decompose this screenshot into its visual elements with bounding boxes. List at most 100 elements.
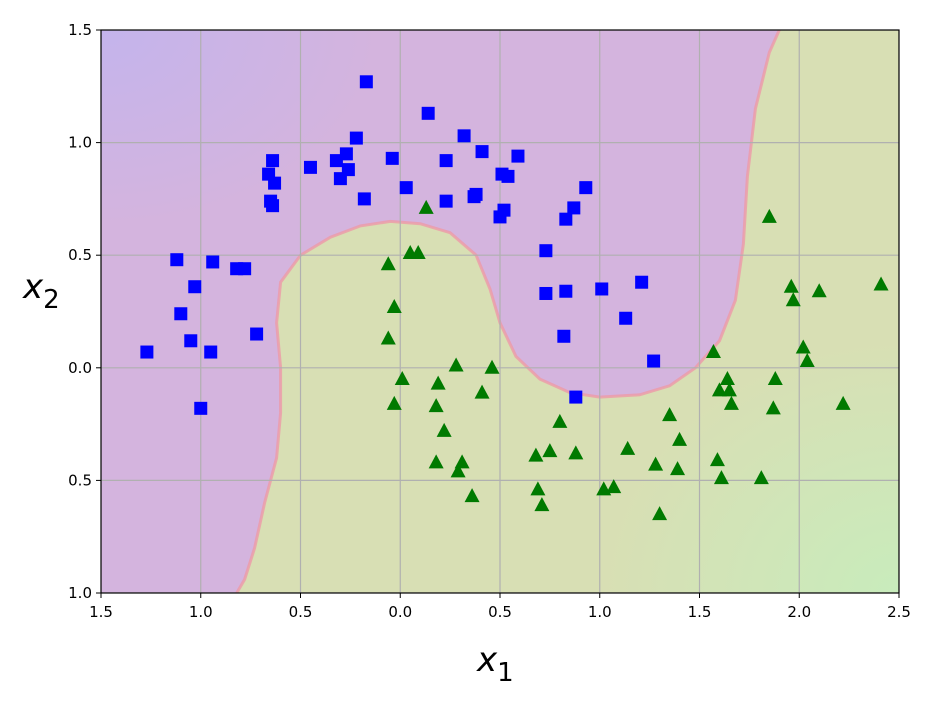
class1-triangle-point-43	[783, 278, 799, 293]
class1-triangle-point-8	[428, 454, 444, 469]
class0-square-point-32	[475, 145, 489, 159]
class0-square-point-19	[339, 147, 353, 161]
markers	[140, 75, 889, 521]
x-axis-label: x1	[476, 640, 514, 688]
y-tick-label-0: 1.0	[68, 584, 92, 602]
x-tick-label-0: 1.5	[89, 603, 113, 621]
class1-triangle-point-44	[785, 292, 801, 307]
class1-triangle-point-37	[721, 382, 737, 397]
class1-triangle-point-32	[705, 344, 721, 359]
class1-triangle-point-12	[448, 357, 464, 372]
class1-triangle-point-25	[606, 479, 622, 494]
class1-triangle-point-2	[386, 298, 402, 313]
decision-boundary	[235, 30, 781, 593]
class1-triangle-point-45	[795, 339, 811, 354]
class0-square-point-45	[579, 181, 593, 195]
class0-square-point-40	[557, 329, 571, 343]
class1-triangle-point-48	[835, 395, 851, 410]
class0-square-point-29	[457, 129, 471, 143]
class1-triangle-point-27	[648, 456, 664, 471]
class0-square-point-0	[140, 345, 154, 359]
class1-triangle-point-39	[753, 470, 769, 485]
class0-square-point-6	[204, 345, 218, 359]
x-tick-label-5: 1.0	[588, 603, 612, 621]
y-tick-label-4: 1.0	[68, 134, 92, 152]
y-ticks: 1.0 0.5 0.0 0.5 1.0 1.5	[68, 21, 101, 602]
class1-region	[236, 30, 899, 593]
class0-square-point-37	[511, 149, 525, 163]
class0-square-point-38	[539, 244, 553, 258]
class0-square-point-49	[647, 354, 661, 368]
class0-square-point-21	[349, 131, 363, 145]
class1-triangle-point-36	[719, 371, 735, 386]
class0-square-point-47	[619, 311, 633, 325]
class0-square-point-48	[635, 275, 649, 289]
class0-square-point-7	[206, 255, 220, 269]
class0-square-point-28	[439, 154, 453, 168]
x-tick-label-4: 0.5	[488, 603, 512, 621]
class0-square-point-20	[341, 163, 355, 177]
class1-triangle-point-35	[713, 470, 729, 485]
class1-triangle-point-46	[799, 353, 815, 368]
y-axis-label-subscript: 2	[43, 285, 60, 315]
class1-triangle-point-41	[765, 400, 781, 415]
class0-square-point-14	[266, 154, 280, 168]
y-tick-label-5: 1.5	[68, 21, 92, 39]
class0-square-point-44	[569, 390, 583, 404]
class0-square-point-31	[469, 187, 483, 201]
class1-triangle-point-49	[873, 276, 889, 291]
class1-triangle-point-47	[811, 283, 827, 298]
x-tick-label-6: 1.5	[688, 603, 712, 621]
class0-square-point-36	[501, 169, 515, 183]
y-tick-label-3: 0.5	[68, 246, 92, 264]
y-tick-label-1: 0.5	[68, 471, 92, 489]
class0-square-point-43	[567, 201, 581, 215]
class0-square-point-35	[497, 203, 511, 217]
class0-square-point-41	[559, 212, 573, 226]
class0-square-point-24	[385, 151, 399, 165]
class1-triangle-point-10	[430, 375, 446, 390]
class0-square-point-2	[174, 307, 188, 321]
class1-triangle-point-9	[428, 398, 444, 413]
class1-triangle-point-20	[534, 497, 550, 512]
class1-triangle-point-6	[410, 244, 426, 259]
class1-triangle-point-34	[711, 382, 727, 397]
class0-square-point-39	[539, 286, 553, 300]
class0-square-point-9	[238, 262, 252, 276]
class1-triangle-point-13	[450, 463, 466, 478]
x-tick-label-8: 2.5	[887, 603, 911, 621]
y-axis-label: x2	[22, 267, 60, 315]
class0-square-point-42	[559, 284, 573, 298]
class0-square-point-26	[421, 106, 435, 120]
class0-square-point-4	[188, 280, 202, 294]
x-tick-label-2: 0.5	[289, 603, 313, 621]
class0-square-point-17	[329, 154, 343, 168]
class1-triangle-point-18	[528, 447, 544, 462]
x-tick-label-3: 0.0	[388, 603, 412, 621]
x-tick-label-1: 1.0	[189, 603, 213, 621]
x-ticks: 1.5 1.0 0.5 0.0 0.5 1.0 1.5 2.0 2.5	[89, 593, 911, 621]
class0-square-point-22	[357, 192, 371, 206]
class0-square-point-10	[250, 327, 264, 341]
class1-triangle-point-3	[386, 395, 402, 410]
class1-triangle-point-31	[672, 431, 688, 446]
class0-square-point-15	[268, 176, 282, 190]
x-tick-label-7: 2.0	[787, 603, 811, 621]
x-axis-label-subscript: 1	[497, 658, 514, 688]
class0-square-point-23	[359, 75, 373, 89]
class1-triangle-point-11	[436, 422, 452, 437]
class0-square-point-3	[184, 334, 198, 348]
class1-triangle-point-42	[767, 371, 783, 386]
class1-triangle-point-28	[652, 506, 668, 521]
class1-triangle-point-16	[474, 384, 490, 399]
plot-area	[101, 30, 899, 593]
class1-triangle-point-22	[552, 413, 568, 428]
class0-square-point-27	[439, 194, 453, 208]
class1-triangle-point-19	[530, 481, 546, 496]
class0-square-point-13	[266, 199, 280, 213]
class1-triangle-point-17	[484, 359, 500, 374]
class1-triangle-point-1	[380, 256, 396, 271]
class0-square-point-5	[194, 401, 208, 415]
class0-square-point-1	[170, 253, 184, 267]
